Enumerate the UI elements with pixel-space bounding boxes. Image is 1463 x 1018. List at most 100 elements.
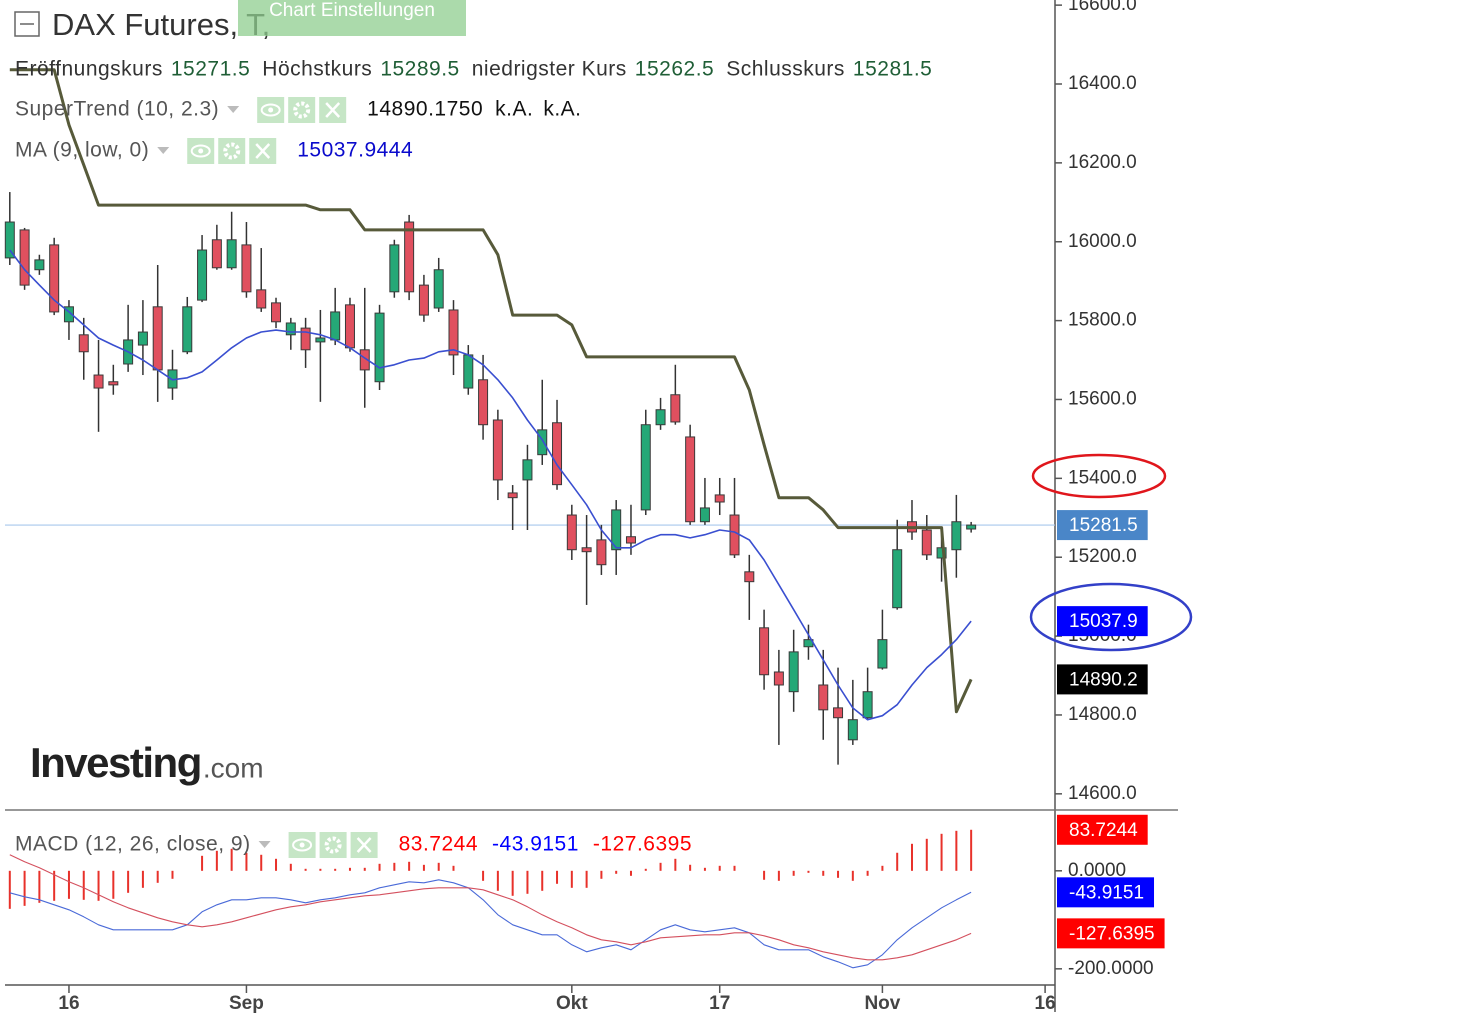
- indicator-buttons[interactable]: [187, 138, 277, 164]
- eye-pupil[interactable]: [268, 107, 274, 113]
- legend-text: SuperTrend (10, 2.3): [15, 98, 219, 121]
- candle-body: [359, 349, 370, 371]
- candle-body: [596, 539, 607, 566]
- candle-body: [537, 429, 548, 456]
- indicator-line: [9, 68, 973, 714]
- price-label: -43.9151: [1069, 882, 1144, 903]
- histogram-bar: [615, 870, 618, 874]
- eye-pupil[interactable]: [198, 148, 204, 154]
- candle-body: [300, 327, 311, 351]
- histogram-bar: [38, 870, 41, 903]
- histogram-bar: [866, 870, 869, 876]
- indicator-button[interactable]: [288, 97, 316, 123]
- eye-icon[interactable]: [292, 838, 313, 852]
- candle-body: [773, 671, 784, 686]
- indicator-buttons[interactable]: [288, 832, 378, 858]
- macd-line: [9, 854, 972, 961]
- close-icon[interactable]: [325, 102, 341, 118]
- candle-body: [478, 379, 489, 426]
- dropdown-arrow[interactable]: [157, 147, 170, 154]
- histogram-bar: [348, 867, 351, 871]
- histogram-bar: [792, 870, 795, 876]
- price-label: 15281.5: [1069, 515, 1138, 536]
- candle-body: [4, 221, 15, 259]
- y-tick-label: 15400.0: [1068, 467, 1137, 488]
- settings-tab[interactable]: [238, 0, 466, 36]
- legend-text: 83.7244: [399, 833, 478, 856]
- eye-icon[interactable]: [260, 103, 281, 117]
- histogram-bar: [600, 870, 603, 879]
- gear-icon[interactable]: [223, 142, 241, 160]
- candle-body: [182, 306, 193, 353]
- candle-body: [49, 244, 60, 313]
- price-label: -127.6395: [1069, 923, 1155, 944]
- candle-body: [818, 684, 829, 711]
- gear-icon[interactable]: [324, 836, 342, 854]
- histogram-bar: [881, 865, 884, 871]
- candle-body: [211, 239, 222, 269]
- indicator-line: [9, 249, 972, 721]
- indicator-button[interactable]: [319, 832, 347, 858]
- candle-body: [862, 691, 873, 719]
- dropdown-arrow[interactable]: [258, 841, 271, 848]
- histogram-bar: [837, 870, 840, 878]
- histogram-bar: [53, 870, 56, 901]
- collapse-button[interactable]: [14, 11, 40, 37]
- histogram-bar: [541, 870, 544, 891]
- x-tick-label: Nov: [864, 993, 900, 1014]
- histogram-bar: [526, 870, 529, 894]
- price-label: 15037.9: [1069, 611, 1138, 632]
- eye-pupil[interactable]: [299, 842, 305, 848]
- histogram-bar: [925, 838, 928, 871]
- indicator-button[interactable]: [218, 138, 246, 164]
- eye-icon[interactable]: [190, 144, 211, 158]
- histogram-bar: [230, 848, 233, 871]
- candle-body: [108, 381, 119, 386]
- histogram-bar: [896, 852, 899, 871]
- candle-body: [788, 651, 799, 693]
- histogram-bar: [408, 861, 411, 871]
- close-icon[interactable]: [356, 837, 372, 853]
- histogram-bar: [689, 864, 692, 871]
- gear-icon[interactable]: [293, 101, 311, 119]
- y-tick-label: 16600.0: [1068, 0, 1137, 15]
- indicator-buttons[interactable]: [257, 97, 347, 123]
- candle-body: [759, 627, 770, 676]
- x-tick-label: Sep: [229, 993, 264, 1014]
- x-tick-label: Okt: [556, 993, 588, 1014]
- legend-text: Eröffnungskurs: [15, 58, 163, 81]
- close-icon[interactable]: [255, 143, 271, 159]
- dropdown-arrow[interactable]: [227, 106, 240, 113]
- x-tick-label: 16: [1035, 993, 1056, 1014]
- macd-line: [9, 879, 972, 969]
- histogram-bar: [940, 833, 943, 871]
- histogram-bar: [82, 870, 85, 900]
- histogram-bar: [970, 829, 973, 871]
- histogram-bar: [482, 870, 485, 881]
- candle-body: [63, 306, 74, 323]
- price-label-box: [1057, 918, 1165, 949]
- candle-body: [197, 249, 208, 301]
- legend-text: 14890.1750: [367, 98, 483, 121]
- legend-text: -43.9151: [492, 833, 579, 856]
- candle-body: [492, 419, 503, 481]
- histogram-bar: [644, 868, 647, 871]
- histogram-bar: [245, 852, 248, 871]
- histogram-bar: [763, 870, 766, 880]
- candle-body: [522, 459, 533, 481]
- histogram-bar: [422, 864, 425, 871]
- settings-tab-label[interactable]: Chart Einstellungen: [269, 0, 435, 21]
- candle-body: [463, 354, 474, 389]
- y-tick-label: 14600.0: [1068, 783, 1137, 804]
- histogram-bar: [674, 858, 677, 871]
- candle-body: [389, 244, 400, 293]
- y-tick-label: 16400.0: [1068, 73, 1137, 94]
- legend-text: k.A.: [543, 98, 581, 121]
- candle-body: [226, 239, 237, 269]
- candle-body: [744, 571, 755, 583]
- legend-text: Schlusskurs: [726, 58, 845, 81]
- histogram-bar: [703, 867, 706, 871]
- histogram-bar: [215, 850, 218, 871]
- candle-body: [418, 284, 429, 316]
